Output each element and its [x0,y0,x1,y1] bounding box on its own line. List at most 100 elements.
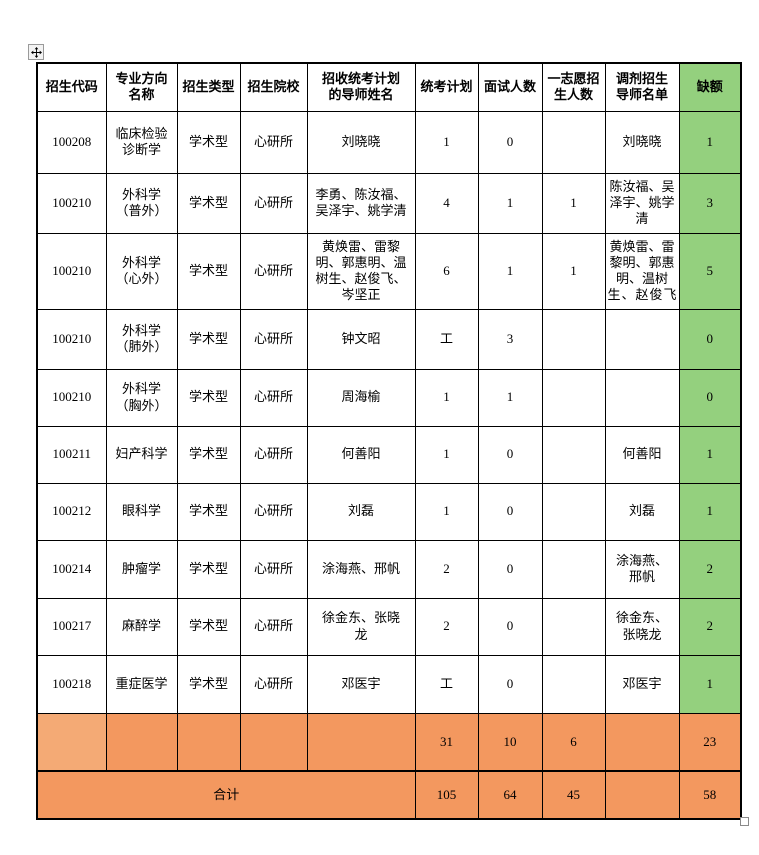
cell-school[interactable]: 心研所 [239,482,308,541]
cell-type[interactable]: 学术型 [176,232,241,310]
total-label[interactable]: 合计 [36,770,416,820]
cell-adjust-tutors[interactable]: 徐金东、 张晓龙 [604,597,680,656]
cell-school[interactable]: 心研所 [239,110,308,174]
cell-plan-count[interactable]: 工 [414,308,479,370]
cell-major[interactable]: 外科学 （心外） [105,232,178,310]
header-code[interactable]: 招生代码 [36,62,107,112]
cell-first-choice-count[interactable] [541,539,606,599]
cell-vacancy[interactable]: 3 [678,172,742,234]
header-interview-count[interactable]: 面试人数 [477,62,543,112]
subtotal-cell-major[interactable] [105,712,178,772]
cell-code[interactable]: 100210 [36,368,107,427]
cell-school[interactable]: 心研所 [239,308,308,370]
header-school[interactable]: 招生院校 [239,62,308,112]
cell-adjust-tutors[interactable]: 刘晓晓 [604,110,680,174]
total-cell-vacancy[interactable]: 58 [678,770,742,820]
cell-vacancy[interactable]: 5 [678,232,742,310]
cell-type[interactable]: 学术型 [176,308,241,370]
cell-adjust-tutors[interactable]: 涂海燕、 邢帆 [604,539,680,599]
cell-adjust-tutors[interactable]: 刘磊 [604,482,680,541]
cell-code[interactable]: 100210 [36,172,107,234]
cell-adjust-tutors[interactable]: 黄焕雷、雷黎明、郭惠明、温树生、赵俊飞 [604,232,680,310]
cell-plan-count[interactable]: 2 [414,539,479,599]
cell-interview-count[interactable]: 0 [477,110,543,174]
cell-plan-count[interactable]: 1 [414,368,479,427]
cell-major[interactable]: 妇产科学 [105,425,178,484]
subtotal-cell-adjust-tutors[interactable] [604,712,680,772]
cell-code[interactable]: 100217 [36,597,107,656]
cell-first-choice-count[interactable] [541,597,606,656]
cell-code[interactable]: 100208 [36,110,107,174]
subtotal-cell-plan-count[interactable]: 31 [414,712,479,772]
header-plan-count[interactable]: 统考计划 [414,62,479,112]
cell-vacancy[interactable]: 2 [678,597,742,656]
cell-major[interactable]: 肿瘤学 [105,539,178,599]
cell-school[interactable]: 心研所 [239,368,308,427]
cell-major[interactable]: 外科学 （胸外） [105,368,178,427]
cell-major[interactable]: 麻醉学 [105,597,178,656]
total-cell-plan-count[interactable]: 105 [414,770,479,820]
cell-vacancy[interactable]: 1 [678,110,742,174]
cell-school[interactable]: 心研所 [239,539,308,599]
cell-plan-tutors[interactable]: 刘晓晓 [306,110,416,174]
cell-first-choice-count[interactable] [541,425,606,484]
cell-plan-tutors[interactable]: 刘磊 [306,482,416,541]
table-move-handle-icon[interactable] [28,44,44,60]
subtotal-cell-school[interactable] [239,712,308,772]
cell-type[interactable]: 学术型 [176,597,241,656]
subtotal-cell-interview-count[interactable]: 10 [477,712,543,772]
cell-plan-tutors[interactable]: 邓医宇 [306,654,416,714]
cell-interview-count[interactable]: 0 [477,482,543,541]
cell-plan-tutors[interactable]: 周海榆 [306,368,416,427]
cell-interview-count[interactable]: 0 [477,597,543,656]
cell-major[interactable]: 临床检验 诊断学 [105,110,178,174]
cell-vacancy[interactable]: 1 [678,482,742,541]
cell-plan-tutors[interactable]: 徐金东、张晓 龙 [306,597,416,656]
cell-plan-tutors[interactable]: 涂海燕、邢帆 [306,539,416,599]
cell-plan-count[interactable]: 1 [414,425,479,484]
table-resize-handle[interactable] [740,817,749,826]
cell-first-choice-count[interactable]: 1 [541,172,606,234]
cell-adjust-tutors[interactable]: 何善阳 [604,425,680,484]
cell-code[interactable]: 100212 [36,482,107,541]
subtotal-cell-vacancy[interactable]: 23 [678,712,742,772]
cell-first-choice-count[interactable] [541,368,606,427]
cell-adjust-tutors[interactable] [604,368,680,427]
cell-interview-count[interactable]: 3 [477,308,543,370]
cell-interview-count[interactable]: 1 [477,232,543,310]
cell-adjust-tutors[interactable]: 邓医宇 [604,654,680,714]
cell-plan-tutors[interactable]: 何善阳 [306,425,416,484]
cell-first-choice-count[interactable] [541,110,606,174]
cell-type[interactable]: 学术型 [176,425,241,484]
cell-vacancy[interactable]: 2 [678,539,742,599]
cell-plan-count[interactable]: 1 [414,482,479,541]
cell-plan-count[interactable]: 工 [414,654,479,714]
subtotal-cell-first-choice-count[interactable]: 6 [541,712,606,772]
cell-code[interactable]: 100214 [36,539,107,599]
cell-major[interactable]: 外科学 （肺外） [105,308,178,370]
cell-type[interactable]: 学术型 [176,110,241,174]
cell-school[interactable]: 心研所 [239,654,308,714]
cell-vacancy[interactable]: 1 [678,425,742,484]
cell-interview-count[interactable]: 1 [477,368,543,427]
header-vacancy[interactable]: 缺额 [678,62,742,112]
cell-vacancy[interactable]: 0 [678,308,742,370]
total-cell-first-choice-count[interactable]: 45 [541,770,606,820]
header-major[interactable]: 专业方向 名称 [105,62,178,112]
cell-first-choice-count[interactable] [541,482,606,541]
cell-plan-count[interactable]: 4 [414,172,479,234]
subtotal-cell-plan-tutors[interactable] [306,712,416,772]
cell-major[interactable]: 外科学 （普外） [105,172,178,234]
cell-plan-tutors[interactable]: 钟文昭 [306,308,416,370]
header-adjust-tutors[interactable]: 调剂招生 导师名单 [604,62,680,112]
cell-type[interactable]: 学术型 [176,654,241,714]
header-plan-tutors[interactable]: 招收统考计划 的导师姓名 [306,62,416,112]
cell-code[interactable]: 100210 [36,232,107,310]
cell-plan-tutors[interactable]: 李勇、陈汝福、吴泽宇、姚学清 [306,172,416,234]
cell-vacancy[interactable]: 1 [678,654,742,714]
cell-interview-count[interactable]: 1 [477,172,543,234]
cell-school[interactable]: 心研所 [239,425,308,484]
cell-first-choice-count[interactable] [541,308,606,370]
cell-interview-count[interactable]: 0 [477,654,543,714]
cell-first-choice-count[interactable] [541,654,606,714]
